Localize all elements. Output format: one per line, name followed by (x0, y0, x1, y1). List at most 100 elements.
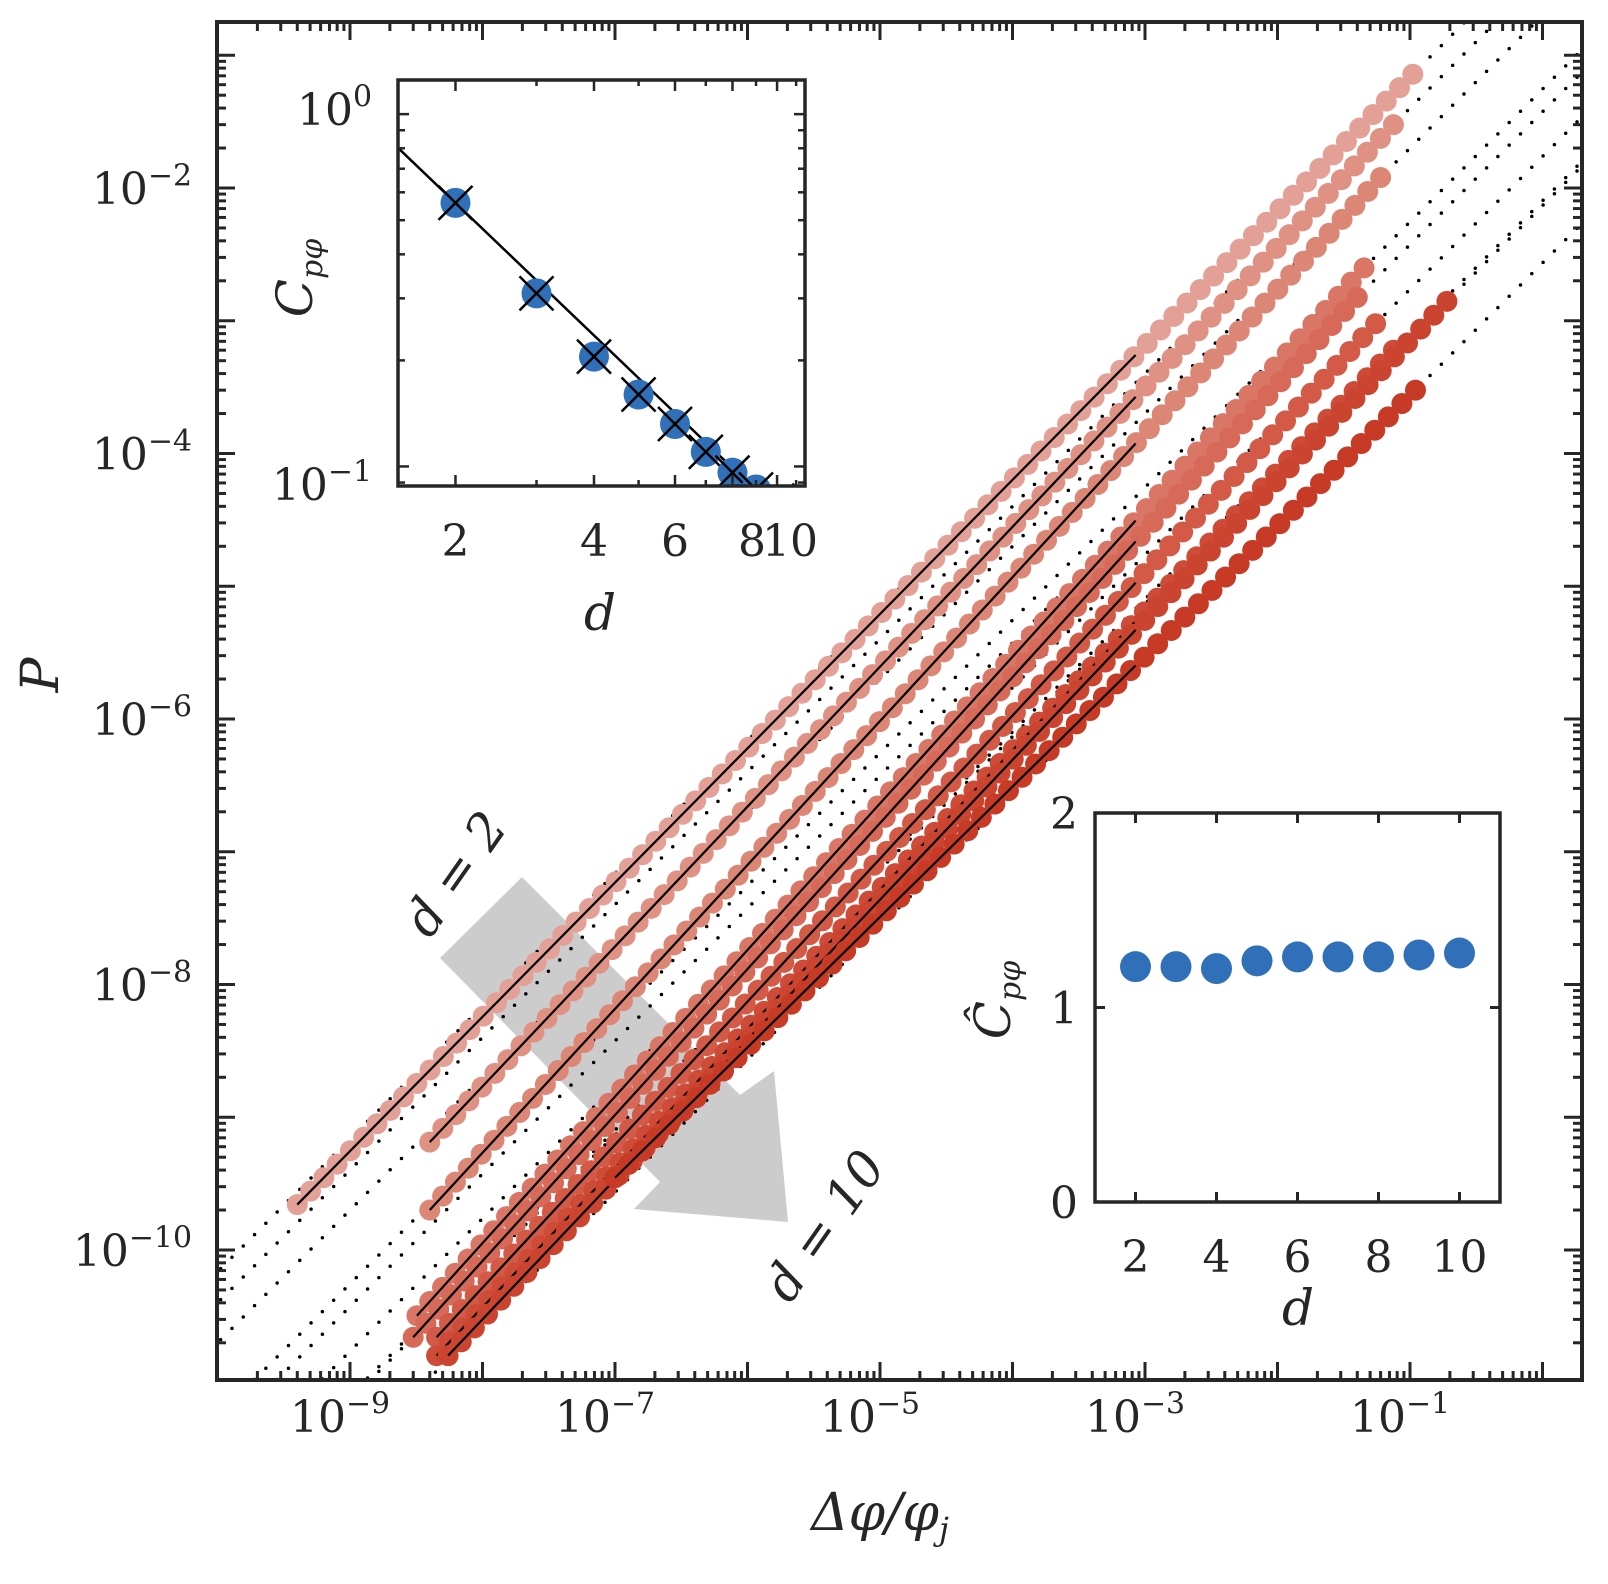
data-point (1339, 340, 1361, 362)
y-axis-title: P (11, 657, 71, 694)
data-point (773, 485, 781, 486)
data-point (1323, 459, 1345, 481)
data-point (1257, 385, 1279, 407)
data-point (1444, 937, 1475, 969)
data-point (1349, 117, 1371, 139)
data-point (1295, 343, 1317, 365)
data-point (1120, 951, 1151, 983)
inset-top-frame (396, 78, 807, 488)
inset-bottom: 2 4 6 8 10 0 1 2 d Ĉpφ (963, 789, 1502, 1337)
data-point (1331, 208, 1353, 230)
cross-marker (789, 482, 795, 486)
series-d=7 (426, 313, 1387, 1348)
data-point (1370, 166, 1392, 188)
data-point (1138, 418, 1160, 440)
data-point (1187, 320, 1209, 342)
cross-marker (738, 471, 755, 486)
data-point (1203, 348, 1225, 370)
data-point (1215, 566, 1237, 588)
y-tick-label: 10−6 (92, 690, 192, 746)
data-point (1363, 941, 1394, 973)
data-point (1377, 406, 1399, 428)
data-point (1252, 251, 1274, 273)
data-point (1296, 171, 1318, 193)
x-tick-label: 8 (738, 516, 766, 567)
data-point (1265, 237, 1287, 259)
series-d=2 (286, 63, 1424, 1216)
data-point (1255, 526, 1277, 548)
data-point (1402, 63, 1424, 85)
data-point (1318, 222, 1340, 244)
data-point (1382, 114, 1404, 136)
x-axis-title: Δφ/φj (809, 1483, 949, 1548)
data-point (1228, 553, 1250, 575)
data-point (1197, 493, 1219, 515)
data-point (1219, 427, 1241, 449)
data-point (1229, 238, 1251, 260)
y-tick-label: 10−10 (73, 1221, 192, 1277)
data-point (1215, 334, 1237, 356)
data-point (1174, 606, 1196, 628)
data-point (1236, 452, 1258, 474)
series-d=4 (419, 166, 1392, 1221)
data-point (1335, 130, 1357, 152)
plot-area (217, 22, 1582, 1380)
fit-line (614, 664, 1137, 1179)
data-point (1352, 327, 1374, 349)
inset-top-y-title: Cpφ (266, 239, 330, 317)
main-axes-frame (215, 20, 1584, 1382)
data-point (1350, 433, 1372, 455)
data-point (1136, 332, 1158, 354)
y-tick-label: 100 (297, 80, 372, 136)
inset-bottom-bg (1095, 813, 1500, 1202)
data-point (1133, 646, 1155, 668)
data-point (1364, 419, 1386, 441)
data-point (1199, 540, 1221, 562)
data-point (1275, 410, 1297, 432)
data-point (1436, 290, 1458, 312)
data-point (1423, 304, 1445, 326)
data-point (1168, 483, 1190, 505)
data-point (1269, 198, 1291, 220)
data-point (1322, 144, 1344, 166)
data-point (1254, 292, 1276, 314)
y-tick-label: 10−2 (92, 159, 192, 215)
data-point (1369, 127, 1391, 149)
data-point (1391, 393, 1413, 415)
data-point (1180, 469, 1202, 491)
data-point (1291, 443, 1313, 465)
data-point (1326, 354, 1348, 376)
fit-line (428, 442, 1137, 1211)
data-point (1148, 361, 1170, 383)
y-tick-label: 10−1 (272, 455, 372, 511)
data-point (1356, 141, 1378, 163)
data-point (1146, 549, 1168, 571)
data-point (1249, 438, 1271, 460)
data-point (1265, 471, 1287, 493)
data-point (1241, 945, 1273, 977)
x-tick-label: 10−9 (290, 1387, 390, 1443)
data-point (1375, 90, 1397, 112)
data-point (1278, 457, 1300, 479)
data-point (1410, 318, 1432, 340)
data-point (1287, 396, 1309, 418)
inset-top: 2 4 6 810 100 10−1 d Cpφ (266, 78, 818, 642)
data-point (1223, 465, 1245, 487)
data-point (1269, 513, 1291, 535)
data-point (1172, 521, 1194, 543)
cross-marker (687, 433, 724, 470)
data-point (1300, 382, 1322, 404)
x-tick-label: 10 (762, 516, 818, 567)
data-point (1226, 512, 1248, 534)
data-point (1242, 225, 1264, 247)
asymptote-line (251, 47, 1582, 1380)
data-point (1147, 596, 1169, 618)
x-tick-label: 10−1 (1350, 1387, 1450, 1443)
fit-line (447, 629, 1137, 1357)
data-point (1216, 252, 1238, 274)
inset-top-bg (398, 80, 805, 486)
x-tick-label: 6 (661, 516, 689, 567)
data-point (1262, 424, 1284, 446)
data-point (1210, 479, 1232, 501)
